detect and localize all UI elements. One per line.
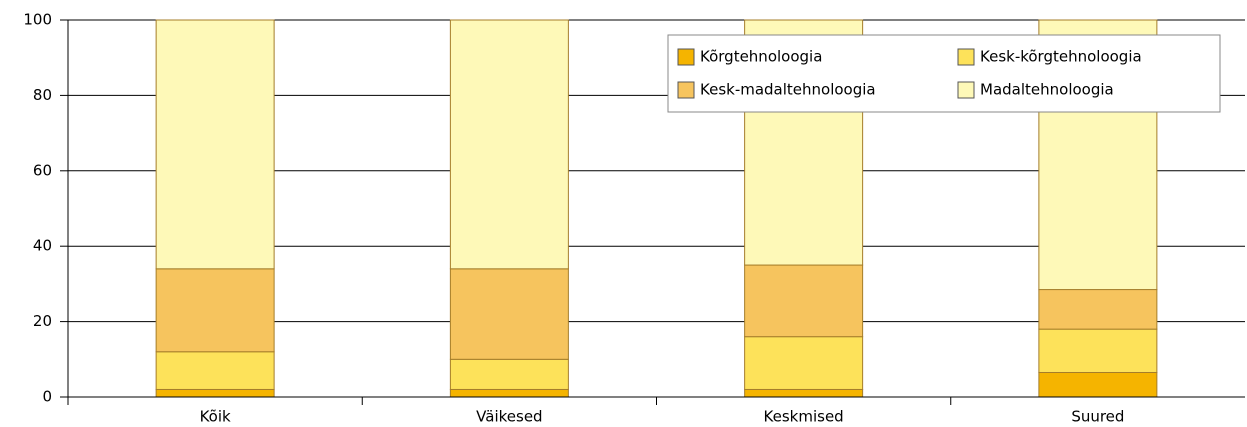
y-tick-label: 0 [42, 388, 52, 406]
bar-segment [1038, 289, 1158, 330]
y-tick-label: 80 [33, 86, 52, 104]
x-tick-label: Kõik [200, 408, 231, 426]
bar-segment [155, 351, 275, 390]
bar-segment [449, 268, 569, 360]
bar-segment [155, 388, 275, 398]
bar-segment [449, 388, 569, 398]
legend-swatch [677, 48, 695, 66]
y-tick-label: 40 [33, 237, 52, 255]
bar-segment [1038, 328, 1158, 373]
x-tick-label: Keskmised [764, 408, 844, 426]
legend-swatch [677, 81, 695, 99]
bar-segment [155, 19, 275, 270]
bar-segment [744, 264, 864, 338]
y-tick-label: 20 [33, 312, 52, 330]
bar-segment [449, 19, 569, 270]
legend-label: Madaltehnoloogia [980, 81, 1114, 99]
legend-swatch [957, 48, 975, 66]
y-tick-label: 60 [33, 161, 52, 179]
legend-swatch [957, 81, 975, 99]
legend-label: Kesk-kõrgtehnoloogia [980, 48, 1142, 66]
legend-label: Kesk-madaltehnoloogia [700, 81, 876, 99]
bar-segment [155, 268, 275, 353]
y-tick-label: 100 [23, 11, 52, 29]
bar-segment [1038, 371, 1158, 398]
bar-segment [449, 358, 569, 390]
bar-segment [744, 388, 864, 398]
legend-box [667, 34, 1221, 113]
bar-segment [744, 336, 864, 390]
x-tick-label: Suured [1071, 408, 1124, 426]
x-tick-label: Väikesed [476, 408, 542, 426]
legend-label: Kõrgtehnoloogia [700, 48, 822, 66]
